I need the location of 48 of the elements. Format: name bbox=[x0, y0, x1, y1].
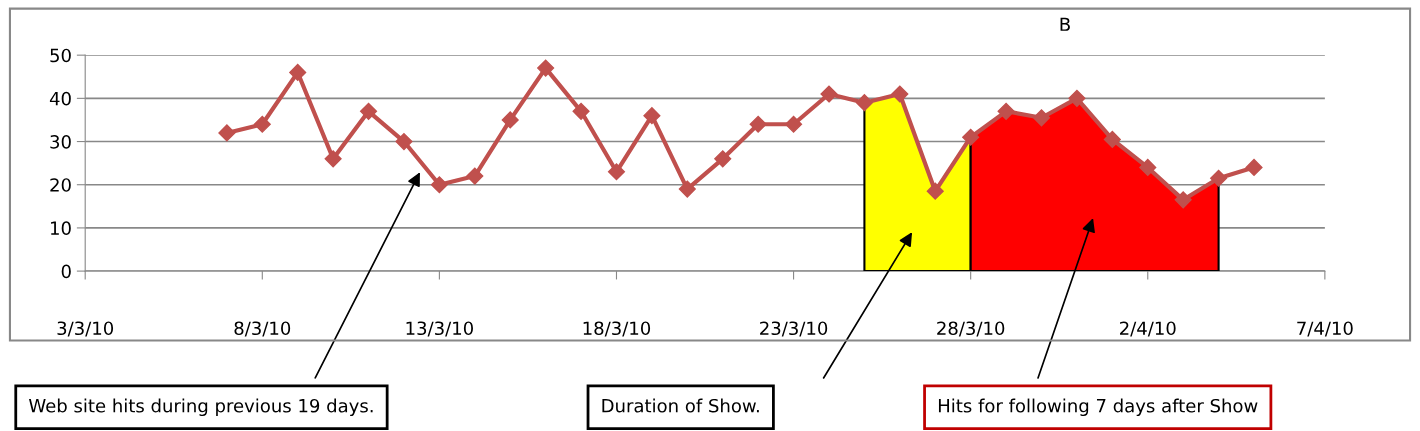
text: B bbox=[1060, 17, 1070, 31]
point bbox=[501, 111, 519, 129]
point bbox=[714, 150, 732, 168]
point bbox=[1174, 191, 1192, 209]
x-tick-label: 18/3/10 bbox=[583, 321, 651, 337]
y-tick-label: 10 bbox=[51, 221, 71, 236]
y-tick-label: 50 bbox=[50, 48, 71, 63]
point bbox=[253, 115, 271, 133]
point bbox=[643, 107, 661, 125]
text: Duration of Show. bbox=[602, 398, 759, 413]
point bbox=[466, 167, 484, 185]
point bbox=[749, 115, 767, 133]
point bbox=[607, 163, 626, 181]
point bbox=[572, 102, 590, 120]
y-tick-label: 40 bbox=[49, 91, 71, 106]
point bbox=[1139, 158, 1157, 177]
text: Hits for following 7 days after Show bbox=[938, 398, 1258, 417]
point bbox=[1068, 89, 1086, 107]
point bbox=[218, 124, 236, 142]
point bbox=[1032, 109, 1051, 127]
y-tick-label: 0 bbox=[61, 264, 71, 279]
point bbox=[891, 85, 909, 103]
point bbox=[820, 85, 838, 103]
point bbox=[1210, 169, 1228, 187]
point bbox=[324, 150, 342, 168]
point bbox=[395, 132, 413, 151]
point bbox=[537, 59, 555, 77]
point bbox=[962, 128, 980, 146]
point bbox=[785, 115, 803, 133]
point bbox=[855, 94, 873, 112]
x-tick-label: 8/3/10 bbox=[234, 321, 291, 337]
x-tick-label: 13/3/10 bbox=[406, 321, 473, 337]
point bbox=[430, 176, 448, 194]
y-tick-label: 30 bbox=[50, 135, 71, 149]
x-tick-label: 7/4/10 bbox=[1297, 321, 1353, 337]
point bbox=[926, 182, 944, 200]
point bbox=[1103, 130, 1121, 148]
x-tick-label: 2/4/10 bbox=[1120, 321, 1176, 337]
point bbox=[678, 180, 696, 198]
x-tick-label: 23/3/10 bbox=[760, 321, 828, 337]
y-tick-label: 20 bbox=[50, 178, 71, 192]
text: Web site hits during previous 19 days. bbox=[29, 398, 373, 417]
point bbox=[359, 102, 378, 120]
x-tick-label: 28/3/10 bbox=[937, 321, 1005, 337]
point bbox=[997, 102, 1015, 120]
point bbox=[289, 63, 307, 81]
point bbox=[1245, 158, 1263, 177]
x-tick-label: 3/3/10 bbox=[57, 321, 114, 337]
